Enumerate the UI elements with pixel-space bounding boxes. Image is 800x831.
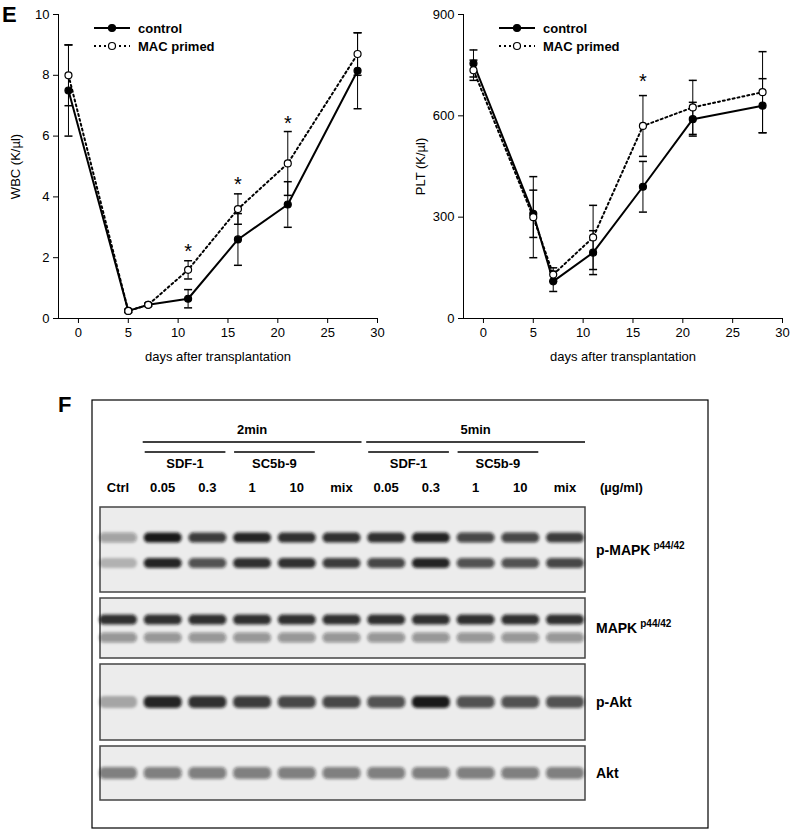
svg-text:mix: mix <box>554 480 577 495</box>
svg-text:*: * <box>639 70 647 92</box>
svg-text:MAPKp44/42: MAPKp44/42 <box>596 618 672 636</box>
svg-text:control: control <box>543 21 587 36</box>
svg-text:10: 10 <box>513 480 527 495</box>
svg-text:SC5b-9: SC5b-9 <box>476 456 521 471</box>
svg-text:*: * <box>234 173 242 195</box>
svg-text:SDF-1: SDF-1 <box>166 456 204 471</box>
svg-text:*: * <box>284 112 292 134</box>
svg-text:10: 10 <box>290 480 304 495</box>
svg-text:*: * <box>184 240 192 262</box>
svg-text:0.05: 0.05 <box>150 480 175 495</box>
svg-text:10: 10 <box>35 7 49 22</box>
html-text:E: E <box>2 2 17 27</box>
svg-text:1: 1 <box>472 480 479 495</box>
svg-text:days after transplantation: days after transplantation <box>550 349 696 364</box>
svg-text:10: 10 <box>576 325 590 340</box>
svg-text:20: 20 <box>271 325 285 340</box>
svg-text:8: 8 <box>42 67 49 82</box>
svg-text:15: 15 <box>626 325 640 340</box>
svg-text:25: 25 <box>320 325 334 340</box>
svg-text:control: control <box>138 21 182 36</box>
svg-text:0: 0 <box>42 311 49 326</box>
svg-text:6: 6 <box>42 128 49 143</box>
svg-text:25: 25 <box>725 325 739 340</box>
svg-text:mix: mix <box>330 480 353 495</box>
svg-text:Ctrl: Ctrl <box>107 480 129 495</box>
svg-text:0.05: 0.05 <box>374 480 399 495</box>
svg-text:5: 5 <box>125 325 132 340</box>
svg-text:30: 30 <box>370 325 384 340</box>
svg-text:0.3: 0.3 <box>198 480 216 495</box>
svg-text:20: 20 <box>676 325 690 340</box>
svg-text:0: 0 <box>447 311 454 326</box>
svg-text:1: 1 <box>248 480 255 495</box>
svg-text:10: 10 <box>171 325 185 340</box>
svg-text:0: 0 <box>75 325 82 340</box>
svg-text:WBC (K/µl): WBC (K/µl) <box>8 134 23 199</box>
svg-text:F: F <box>58 392 71 417</box>
svg-text:900: 900 <box>433 7 455 22</box>
svg-text:p-Akt: p-Akt <box>596 694 632 710</box>
svg-text:600: 600 <box>433 108 455 123</box>
svg-text:days after transplantation: days after transplantation <box>145 349 291 364</box>
svg-text:2min: 2min <box>237 422 267 437</box>
svg-text:0.3: 0.3 <box>422 480 440 495</box>
svg-text:MAC primed: MAC primed <box>543 39 620 54</box>
svg-text:(µg/ml): (µg/ml) <box>600 480 643 495</box>
svg-text:p-MAPKp44/42: p-MAPKp44/42 <box>596 540 685 558</box>
svg-text:0: 0 <box>480 325 487 340</box>
svg-text:4: 4 <box>42 189 49 204</box>
svg-text:2: 2 <box>42 250 49 265</box>
svg-text:Akt: Akt <box>596 765 619 781</box>
svg-text:PLT (K/µl): PLT (K/µl) <box>413 138 428 196</box>
svg-text:MAC primed: MAC primed <box>138 39 215 54</box>
svg-text:SDF-1: SDF-1 <box>390 456 428 471</box>
svg-text:SC5b-9: SC5b-9 <box>252 456 297 471</box>
svg-text:15: 15 <box>221 325 235 340</box>
svg-text:5min: 5min <box>460 422 490 437</box>
svg-text:300: 300 <box>433 209 455 224</box>
svg-text:5: 5 <box>530 325 537 340</box>
svg-text:30: 30 <box>775 325 789 340</box>
